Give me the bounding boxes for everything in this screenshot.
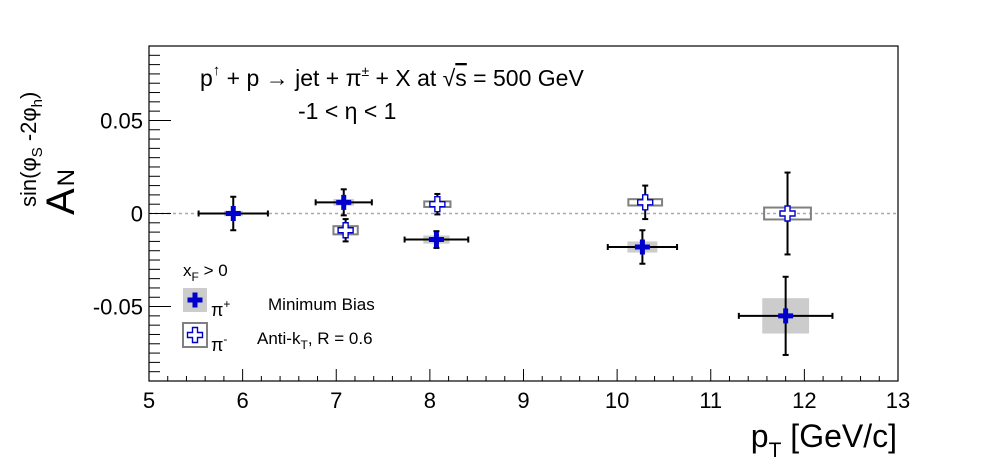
data-point <box>337 222 354 239</box>
legend-marker-pi-plus <box>183 288 207 312</box>
legend-marker-pi-minus <box>182 322 208 348</box>
svg-text:sin(φS -2φh): sin(φS -2φh) <box>16 92 46 207</box>
legend-header: xF > 0 <box>183 261 228 284</box>
data-point <box>634 239 650 255</box>
chart-title-line2: -1 < η < 1 <box>298 98 396 124</box>
data-point <box>778 308 794 324</box>
x-tick-label: 7 <box>330 388 342 413</box>
chart-title-line1: p↑ + p → jet + π± + X at √s = 500 GeV <box>200 62 584 91</box>
data-point-marker <box>778 308 794 324</box>
x-tick-labels: 5 6 7 8 9 10 11 12 13 <box>143 388 910 413</box>
data-point-marker <box>634 239 650 255</box>
data-point-marker <box>637 194 654 211</box>
x-axis-label: pT [GeV/c] <box>751 418 897 462</box>
data-point-marker <box>225 206 241 221</box>
series-pi-plus <box>197 188 834 356</box>
x-tick-label: 8 <box>424 388 436 413</box>
x-tick-label: 9 <box>517 388 529 413</box>
data-point-marker <box>428 232 444 248</box>
series-pi-minus <box>332 171 812 256</box>
data-layer <box>197 171 834 356</box>
y-tick-labels: -0.05 0 0.05 <box>93 108 143 319</box>
data-point-marker <box>779 205 796 222</box>
data-point-marker <box>429 195 446 213</box>
axis-ticks <box>148 45 899 382</box>
legend: xF > 0 π+ π- Minimum Bias Anti-kT, R = 0… <box>182 261 375 355</box>
data-point <box>637 194 654 211</box>
legend-label-pi-plus: π+ <box>211 297 230 320</box>
y-tick-label: 0 <box>131 202 143 227</box>
legend-label-pi-minus: π- <box>211 332 227 355</box>
data-point <box>779 205 796 222</box>
data-point-marker <box>337 222 354 239</box>
data-point <box>428 232 444 248</box>
data-point <box>429 195 446 213</box>
x-tick-label: 10 <box>605 388 629 413</box>
y-tick-label: 0.05 <box>100 108 143 133</box>
data-point-marker <box>336 194 352 210</box>
y-axis-label: AN sin(φS -2φh) <box>16 92 83 215</box>
x-tick-label: 13 <box>886 388 910 413</box>
x-tick-label: 6 <box>237 388 249 413</box>
legend-note-antikt: Anti-kT, R = 0.6 <box>257 329 373 352</box>
x-tick-label: 5 <box>143 388 155 413</box>
legend-note-min-bias: Minimum Bias <box>268 295 375 314</box>
data-point <box>225 206 241 221</box>
data-point <box>336 194 352 210</box>
y-tick-label: -0.05 <box>93 295 143 320</box>
x-tick-label: 11 <box>699 388 722 413</box>
x-tick-label: 12 <box>792 388 816 413</box>
svg-text:AN: AN <box>39 169 83 215</box>
